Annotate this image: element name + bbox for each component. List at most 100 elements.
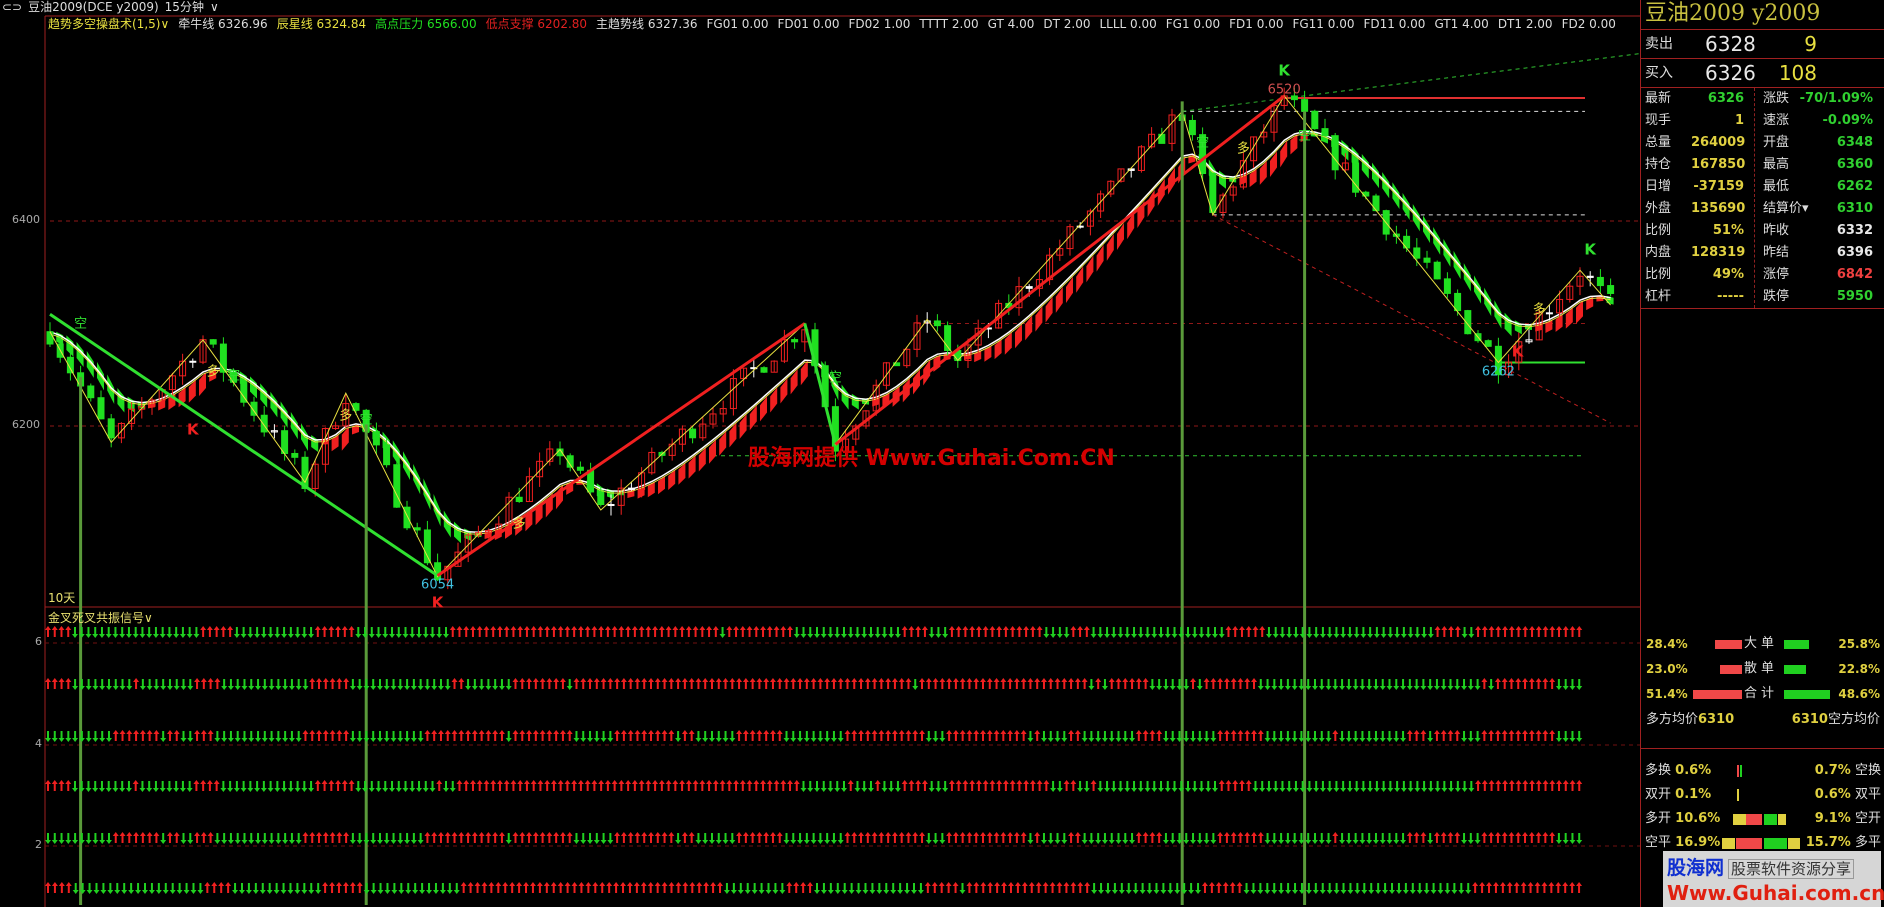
- candle-body: [281, 430, 289, 454]
- arrow-down-icon: [888, 627, 895, 638]
- arrow-up-icon: [1245, 780, 1252, 791]
- arrow-down-icon: [935, 781, 942, 792]
- arrow-down-icon: [820, 883, 827, 894]
- chart-marker: 6262: [1481, 364, 1515, 380]
- arrow-up-icon: [206, 780, 213, 791]
- arrow-up-icon: [878, 730, 885, 741]
- arrow-up-icon: [1000, 832, 1007, 843]
- link-icon[interactable]: ⊂⊃: [2, 0, 23, 14]
- arrow-up-icon: [1013, 730, 1020, 741]
- arrow-down-icon: [779, 883, 786, 894]
- arrow-up-icon: [675, 678, 682, 689]
- arrow-up-icon: [523, 780, 530, 791]
- arrow-down-icon: [1139, 883, 1146, 894]
- arrow-down-icon: [1458, 883, 1465, 894]
- arrow-up-icon: [532, 730, 539, 741]
- arrow-up-icon: [1494, 832, 1501, 843]
- arrow-up-icon: [1223, 730, 1230, 741]
- short-avg-value: 6310: [1791, 712, 1828, 727]
- arrow-down-icon: [92, 781, 99, 792]
- arrow-down-icon: [383, 679, 390, 690]
- arrow-down-icon: [1379, 679, 1386, 690]
- arrow-down-icon: [1311, 731, 1318, 742]
- lower-indicator-title[interactable]: 金叉死叉共振信号∨: [48, 611, 153, 625]
- arrow-down-icon: [1421, 781, 1428, 792]
- candle-body: [260, 414, 268, 433]
- flow-row: 28.4% 大单 25.8%: [1641, 633, 1884, 655]
- arrow-up-icon: [207, 730, 214, 741]
- ribbon-segment: [270, 391, 278, 418]
- period-selector[interactable]: 15分钟 ∨: [164, 0, 219, 14]
- arrow-down-icon: [417, 679, 424, 690]
- quote-value: 6360: [1836, 157, 1873, 172]
- arrow-up-icon: [736, 730, 743, 741]
- candle-body: [1311, 110, 1319, 130]
- arrow-down-icon: [854, 627, 861, 638]
- arrow-up-icon: [1081, 678, 1088, 689]
- chart-marker: K: [186, 420, 199, 439]
- arrow-down-icon: [1191, 627, 1198, 638]
- arrow-down-icon: [1190, 731, 1197, 742]
- stat-value: 0.6%: [1675, 763, 1712, 778]
- chart-marker: 6520: [1267, 82, 1301, 98]
- arrow-down-icon: [1555, 679, 1562, 690]
- arrow-down-icon: [1346, 781, 1353, 792]
- arrow-down-icon: [119, 627, 126, 638]
- arrow-down-icon: [1318, 679, 1325, 690]
- arrow-up-icon: [1229, 882, 1236, 893]
- candle-body: [46, 331, 54, 345]
- arrow-up-icon: [1108, 678, 1115, 689]
- arrow-up-icon: [706, 626, 713, 637]
- arrow-down-icon: [72, 731, 79, 742]
- arrow-down-icon: [1174, 883, 1181, 894]
- quote-label[interactable]: 结算价▾: [1763, 201, 1809, 216]
- indicator-value: 低点支撑 6202.80: [485, 17, 588, 31]
- arrow-down-icon: [426, 883, 433, 894]
- arrow-up-icon: [654, 882, 661, 893]
- arrow-down-icon: [78, 833, 85, 844]
- arrow-up-icon: [945, 882, 952, 893]
- arrow-up-icon: [451, 730, 458, 741]
- arrow-down-icon: [107, 883, 114, 894]
- arrow-up-icon: [1576, 626, 1583, 637]
- arrow-down-icon: [362, 781, 369, 792]
- quote-row: 持仓 167850 最高 6360: [1641, 154, 1884, 176]
- arrow-up-icon: [1077, 882, 1084, 893]
- arrow-up-icon: [481, 882, 488, 893]
- arrow-down-icon: [1427, 627, 1434, 638]
- quote-row: 杠杆 ----- 跌停 5950: [1641, 286, 1884, 308]
- chart-marker: 6054: [421, 577, 455, 593]
- arrow-up-icon: [948, 626, 955, 637]
- arrow-up-icon: [952, 882, 959, 893]
- arrow-down-icon: [395, 781, 402, 792]
- arrow-down-icon: [275, 833, 282, 844]
- arrow-down-icon: [593, 833, 600, 844]
- arrow-down-icon: [377, 883, 384, 894]
- quote-value: 5950: [1836, 289, 1873, 304]
- arrow-down-icon: [1353, 627, 1360, 638]
- arrow-up-icon: [641, 730, 648, 741]
- arrow-up-icon: [321, 626, 328, 637]
- arrow-down-icon: [675, 833, 682, 844]
- arrow-down-icon: [803, 833, 810, 844]
- arrow-up-icon: [1023, 626, 1030, 637]
- ribbon-segment: [698, 447, 706, 472]
- arrow-down-icon: [349, 679, 356, 690]
- ribbon-segment: [780, 378, 788, 404]
- arrow-down-icon: [1279, 781, 1286, 792]
- indicator-value: FD02 1.00: [848, 17, 911, 31]
- arrow-down-icon: [1467, 679, 1474, 690]
- indicator-value[interactable]: 趋势多空操盘术(1,5)∨: [48, 17, 170, 31]
- arrow-down-icon: [1115, 731, 1122, 742]
- arrow-up-icon: [1535, 780, 1542, 791]
- price-chart[interactable]: [0, 0, 1640, 907]
- arrow-up-icon: [749, 832, 756, 843]
- arrow-down-icon: [294, 627, 301, 638]
- arrow-up-icon: [1001, 882, 1008, 893]
- arrow-down-icon: [580, 731, 587, 742]
- arrow-down-icon: [376, 679, 383, 690]
- arrow-down-icon: [268, 679, 275, 690]
- arrow-down-icon: [368, 627, 375, 638]
- arrow-up-icon: [1549, 626, 1556, 637]
- arrow-down-icon: [221, 679, 228, 690]
